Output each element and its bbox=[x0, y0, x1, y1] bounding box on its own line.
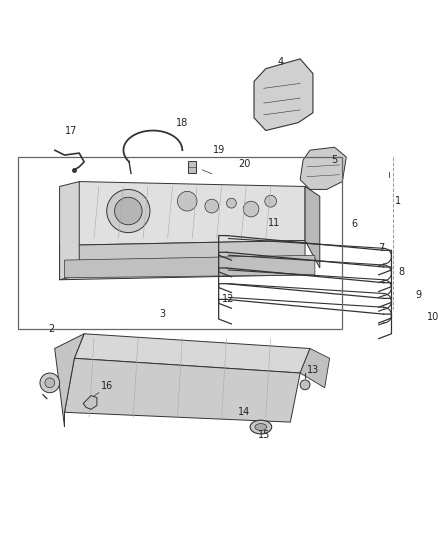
Text: 15: 15 bbox=[258, 430, 270, 440]
Polygon shape bbox=[83, 395, 97, 409]
Text: 10: 10 bbox=[427, 312, 438, 322]
Ellipse shape bbox=[250, 420, 272, 434]
Text: 12: 12 bbox=[223, 294, 235, 304]
Text: 13: 13 bbox=[307, 365, 319, 375]
Circle shape bbox=[177, 191, 197, 211]
Circle shape bbox=[40, 373, 60, 393]
Text: 14: 14 bbox=[238, 407, 250, 417]
Text: 4: 4 bbox=[277, 57, 283, 67]
Bar bbox=[188, 161, 196, 173]
Circle shape bbox=[265, 195, 276, 207]
Polygon shape bbox=[64, 358, 300, 422]
Text: 7: 7 bbox=[378, 244, 385, 253]
Text: 5: 5 bbox=[332, 155, 338, 165]
Polygon shape bbox=[74, 334, 310, 373]
Polygon shape bbox=[55, 334, 84, 427]
Bar bbox=[18, 157, 343, 329]
Circle shape bbox=[107, 189, 150, 232]
Ellipse shape bbox=[255, 424, 267, 431]
Text: 1: 1 bbox=[395, 196, 401, 206]
Circle shape bbox=[243, 201, 259, 217]
Text: 17: 17 bbox=[65, 125, 78, 135]
Circle shape bbox=[115, 197, 142, 225]
Circle shape bbox=[205, 199, 219, 213]
Polygon shape bbox=[300, 147, 346, 189]
Polygon shape bbox=[300, 349, 330, 387]
Text: 20: 20 bbox=[238, 159, 251, 169]
Text: 6: 6 bbox=[351, 219, 357, 229]
Text: 2: 2 bbox=[49, 324, 55, 334]
Text: 16: 16 bbox=[101, 381, 113, 391]
Polygon shape bbox=[60, 182, 305, 245]
Polygon shape bbox=[254, 59, 313, 131]
Text: 3: 3 bbox=[159, 309, 166, 319]
Circle shape bbox=[300, 380, 310, 390]
Text: 9: 9 bbox=[415, 290, 421, 301]
Polygon shape bbox=[60, 182, 79, 280]
Text: 19: 19 bbox=[212, 145, 225, 155]
Text: 18: 18 bbox=[176, 118, 188, 128]
Text: 11: 11 bbox=[268, 218, 280, 228]
Polygon shape bbox=[305, 187, 320, 268]
Polygon shape bbox=[60, 240, 305, 280]
Polygon shape bbox=[64, 255, 315, 278]
Circle shape bbox=[226, 198, 237, 208]
Text: 8: 8 bbox=[398, 267, 404, 277]
Circle shape bbox=[45, 378, 55, 387]
